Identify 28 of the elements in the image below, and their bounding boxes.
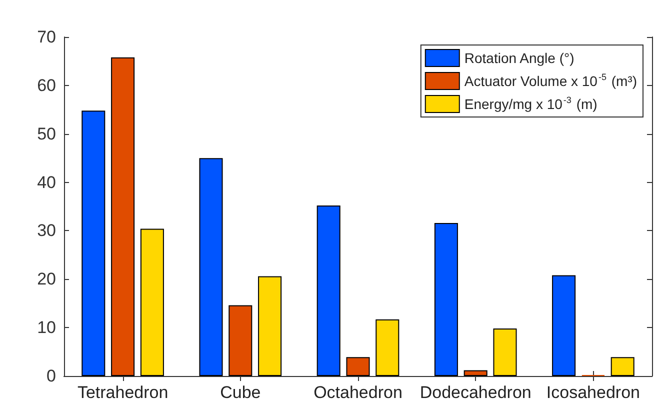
y-tick-label: 10 — [37, 318, 56, 338]
x-tick-label: Icosahedron — [546, 383, 640, 402]
bar — [199, 158, 223, 376]
y-tick-label: 0 — [46, 366, 56, 386]
bar — [376, 319, 400, 376]
bar — [434, 222, 458, 376]
y-tick-label: 70 — [37, 28, 56, 46]
y-tick-label: 20 — [37, 270, 56, 289]
bar — [111, 57, 135, 376]
x-tick-label: Cube — [220, 383, 261, 402]
bar — [140, 228, 164, 376]
bar — [610, 357, 634, 376]
bar — [464, 370, 488, 376]
bar — [228, 305, 252, 376]
y-tick-label: 30 — [37, 221, 56, 240]
y-tick-label: 40 — [37, 172, 56, 192]
legend-label: Rotation Angle (°) — [464, 50, 574, 66]
bar — [346, 357, 370, 376]
bar — [258, 276, 282, 376]
x-tick-label: Dodecahedron — [420, 383, 532, 402]
bar — [82, 110, 106, 376]
bar — [493, 328, 517, 376]
y-tick-label: 50 — [37, 124, 56, 144]
y-tick-label: 60 — [37, 76, 56, 95]
bar — [316, 206, 340, 376]
x-tick-label: Tetrahedron — [77, 383, 168, 402]
bar — [552, 275, 576, 376]
x-tick-label: Octahedron — [314, 383, 402, 402]
